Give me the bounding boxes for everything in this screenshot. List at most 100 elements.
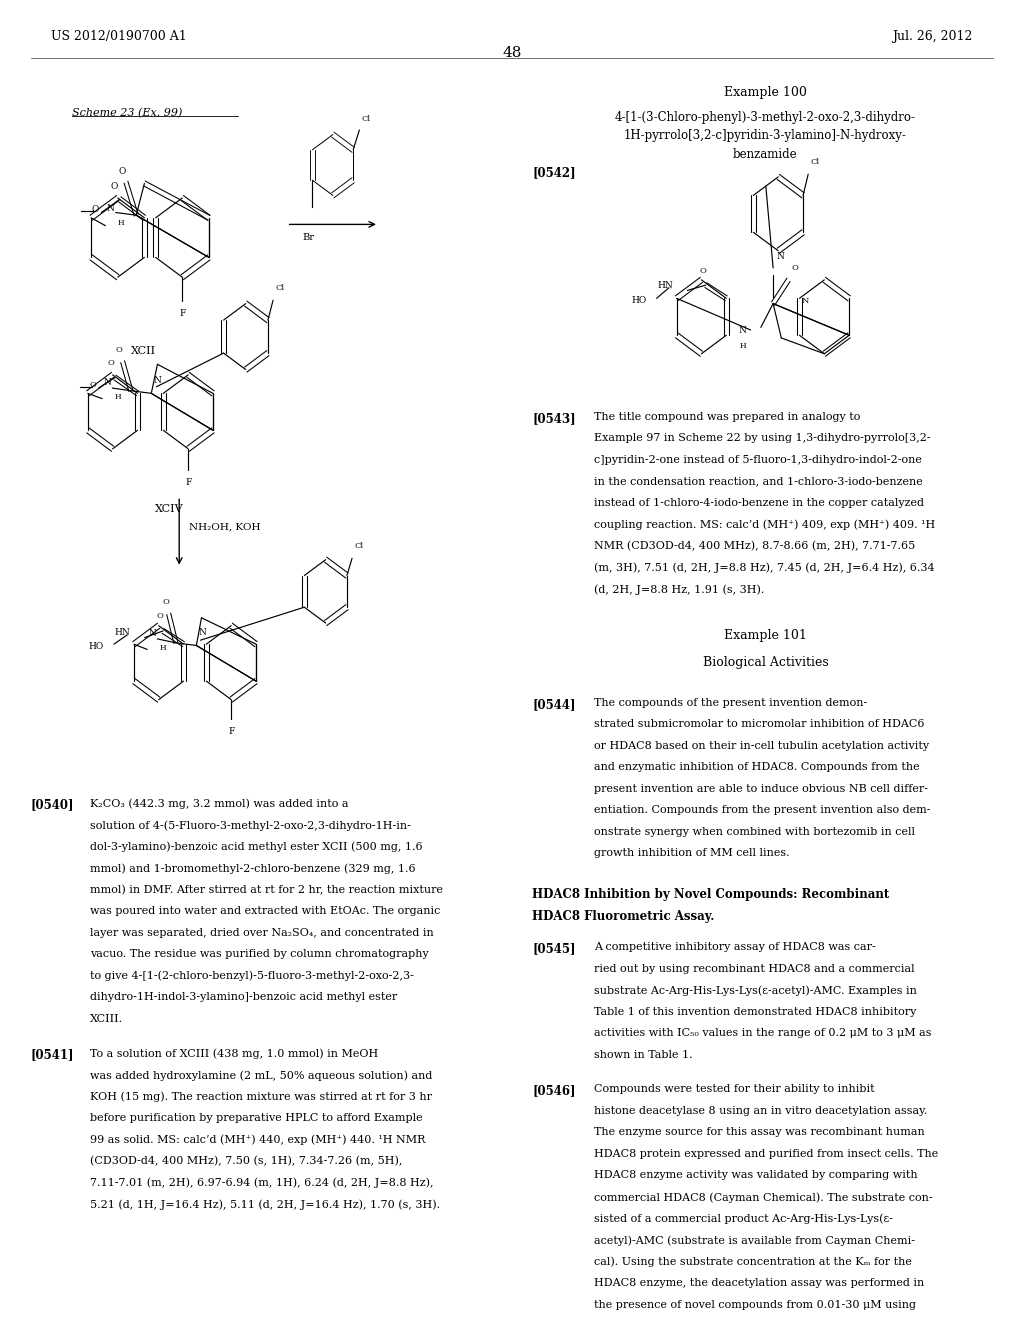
Text: F: F	[228, 727, 234, 737]
Text: c]pyridin-2-one instead of 5-fluoro-1,3-dihydro-indol-2-one: c]pyridin-2-one instead of 5-fluoro-1,3-…	[594, 455, 922, 465]
Text: F: F	[185, 478, 191, 487]
Text: N: N	[802, 297, 809, 305]
Text: mmol) in DMF. After stirred at rt for 2 hr, the reaction mixture: mmol) in DMF. After stirred at rt for 2 …	[90, 884, 443, 895]
Text: entiation. Compounds from the present invention also dem-: entiation. Compounds from the present in…	[594, 805, 931, 816]
Text: The compounds of the present invention demon-: The compounds of the present invention d…	[594, 698, 867, 708]
Text: A competitive inhibitory assay of HDAC8 was car-: A competitive inhibitory assay of HDAC8 …	[594, 942, 876, 952]
Text: O: O	[115, 346, 122, 354]
Text: HN: HN	[115, 628, 130, 636]
Text: strated submicromolar to micromolar inhibition of HDAC6: strated submicromolar to micromolar inhi…	[594, 719, 925, 730]
Text: 99 as solid. MS: calc’d (MH⁺) 440, exp (MH⁺) 440. ¹H NMR: 99 as solid. MS: calc’d (MH⁺) 440, exp (…	[90, 1134, 426, 1146]
Text: Cl: Cl	[275, 284, 285, 293]
Text: XCII: XCII	[131, 346, 156, 356]
Text: F: F	[179, 309, 185, 318]
Text: O: O	[157, 612, 164, 620]
Text: Example 101: Example 101	[724, 630, 807, 643]
Text: instead of 1-chloro-4-iodo-benzene in the copper catalyzed: instead of 1-chloro-4-iodo-benzene in th…	[594, 498, 924, 508]
Text: [0540]: [0540]	[31, 799, 74, 812]
Text: 4-[1-(3-Chloro-phenyl)-3-methyl-2-oxo-2,3-dihydro-: 4-[1-(3-Chloro-phenyl)-3-methyl-2-oxo-2,…	[615, 111, 915, 124]
Text: Table 1 of this invention demonstrated HDAC8 inhibitory: Table 1 of this invention demonstrated H…	[594, 1007, 916, 1016]
Text: Biological Activities: Biological Activities	[702, 656, 828, 669]
Text: O: O	[111, 182, 119, 191]
Text: onstrate synergy when combined with bortezomib in cell: onstrate synergy when combined with bort…	[594, 826, 914, 837]
Text: Cl: Cl	[361, 115, 371, 124]
Text: dihydro-1H-indol-3-ylamino]-benzoic acid methyl ester: dihydro-1H-indol-3-ylamino]-benzoic acid…	[90, 993, 397, 1002]
Text: [0543]: [0543]	[532, 412, 577, 425]
Text: was poured into water and extracted with EtOAc. The organic: was poured into water and extracted with…	[90, 906, 440, 916]
Text: 5.21 (d, 1H, J=16.4 Hz), 5.11 (d, 2H, J=16.4 Hz), 1.70 (s, 3H).: 5.21 (d, 1H, J=16.4 Hz), 5.11 (d, 2H, J=…	[90, 1199, 440, 1209]
Text: 1H-pyrrolo[3,2-c]pyridin-3-ylamino]-N-hydroxy-: 1H-pyrrolo[3,2-c]pyridin-3-ylamino]-N-hy…	[624, 129, 907, 143]
Text: cal). Using the substrate concentration at the Kₘ for the: cal). Using the substrate concentration …	[594, 1257, 911, 1267]
Text: N: N	[103, 379, 111, 387]
Text: 7.11-7.01 (m, 2H), 6.97-6.94 (m, 1H), 6.24 (d, 2H, J=8.8 Hz),: 7.11-7.01 (m, 2H), 6.97-6.94 (m, 1H), 6.…	[90, 1177, 433, 1188]
Text: ried out by using recombinant HDAC8 and a commercial: ried out by using recombinant HDAC8 and …	[594, 964, 914, 974]
Text: N: N	[199, 628, 206, 636]
Text: activities with IC₅₀ values in the range of 0.2 μM to 3 μM as: activities with IC₅₀ values in the range…	[594, 1028, 932, 1038]
Text: O: O	[90, 381, 96, 389]
Text: Compounds were tested for their ability to inhibit: Compounds were tested for their ability …	[594, 1085, 874, 1094]
Text: K₂CO₃ (442.3 mg, 3.2 mmol) was added into a: K₂CO₃ (442.3 mg, 3.2 mmol) was added int…	[90, 799, 348, 809]
Text: H: H	[115, 393, 121, 401]
Text: before purification by preparative HPLC to afford Example: before purification by preparative HPLC …	[90, 1113, 423, 1123]
Text: present invention are able to induce obvious NB cell differ-: present invention are able to induce obv…	[594, 784, 928, 793]
Text: (d, 2H, J=8.8 Hz, 1.91 (s, 3H).: (d, 2H, J=8.8 Hz, 1.91 (s, 3H).	[594, 583, 764, 594]
Text: (CD3OD-d4, 400 MHz), 7.50 (s, 1H), 7.34-7.26 (m, 5H),: (CD3OD-d4, 400 MHz), 7.50 (s, 1H), 7.34-…	[90, 1156, 402, 1167]
Text: histone deacetylase 8 using an in vitro deacetylation assay.: histone deacetylase 8 using an in vitro …	[594, 1106, 928, 1115]
Text: [0545]: [0545]	[532, 942, 575, 956]
Text: HN: HN	[657, 281, 673, 289]
Text: HDAC8 Inhibition by Novel Compounds: Recombinant: HDAC8 Inhibition by Novel Compounds: Rec…	[532, 888, 890, 902]
Text: To a solution of XCIII (438 mg, 1.0 mmol) in MeOH: To a solution of XCIII (438 mg, 1.0 mmol…	[90, 1048, 378, 1059]
Text: O: O	[792, 264, 799, 272]
Text: HDAC8 Fluorometric Assay.: HDAC8 Fluorometric Assay.	[532, 909, 715, 923]
Text: benzamide: benzamide	[733, 148, 798, 161]
Text: O: O	[699, 267, 707, 275]
Text: growth inhibition of MM cell lines.: growth inhibition of MM cell lines.	[594, 849, 790, 858]
Text: US 2012/0190700 A1: US 2012/0190700 A1	[51, 30, 187, 44]
Text: [0544]: [0544]	[532, 698, 575, 711]
Text: N: N	[106, 205, 115, 213]
Text: layer was separated, dried over Na₂SO₄, and concentrated in: layer was separated, dried over Na₂SO₄, …	[90, 928, 434, 937]
Text: coupling reaction. MS: calc’d (MH⁺) 409, exp (MH⁺) 409. ¹H: coupling reaction. MS: calc’d (MH⁺) 409,…	[594, 520, 935, 531]
Text: sisted of a commercial product Ac-Arg-His-Lys-Lys(ε-: sisted of a commercial product Ac-Arg-Hi…	[594, 1213, 893, 1224]
Text: KOH (15 mg). The reaction mixture was stirred at rt for 3 hr: KOH (15 mg). The reaction mixture was st…	[90, 1092, 432, 1102]
Text: Jul. 26, 2012: Jul. 26, 2012	[893, 30, 973, 44]
Text: mmol) and 1-bromomethyl-2-chloro-benzene (329 mg, 1.6: mmol) and 1-bromomethyl-2-chloro-benzene…	[90, 863, 416, 874]
Text: The title compound was prepared in analogy to: The title compound was prepared in analo…	[594, 412, 860, 422]
Text: O: O	[108, 359, 115, 367]
Text: the presence of novel compounds from 0.01-30 μM using: the presence of novel compounds from 0.0…	[594, 1300, 915, 1309]
Text: [0542]: [0542]	[532, 166, 577, 180]
Text: 48: 48	[503, 46, 521, 61]
Text: (m, 3H), 7.51 (d, 2H, J=8.8 Hz), 7.45 (d, 2H, J=6.4 Hz), 6.34: (m, 3H), 7.51 (d, 2H, J=8.8 Hz), 7.45 (d…	[594, 562, 935, 573]
Text: solution of 4-(5-Fluoro-3-methyl-2-oxo-2,3-dihydro-1H-in-: solution of 4-(5-Fluoro-3-methyl-2-oxo-2…	[90, 820, 411, 830]
Text: Br: Br	[302, 232, 314, 242]
Text: dol-3-ylamino)-benzoic acid methyl ester XCII (500 mg, 1.6: dol-3-ylamino)-benzoic acid methyl ester…	[90, 842, 423, 853]
Text: HO: HO	[631, 297, 646, 305]
Text: O: O	[162, 598, 169, 606]
Text: NH₂OH, KOH: NH₂OH, KOH	[189, 523, 261, 531]
Text: HO: HO	[88, 643, 103, 651]
Text: was added hydroxylamine (2 mL, 50% aqueous solution) and: was added hydroxylamine (2 mL, 50% aqueo…	[90, 1071, 432, 1081]
Text: shown in Table 1.: shown in Table 1.	[594, 1049, 692, 1060]
Text: vacuo. The residue was purified by column chromatography: vacuo. The residue was purified by colum…	[90, 949, 429, 960]
Text: Example 97 in Scheme 22 by using 1,3-dihydro-pyrrolo[3,2-: Example 97 in Scheme 22 by using 1,3-dih…	[594, 433, 931, 444]
Text: XCIII.: XCIII.	[90, 1014, 123, 1024]
Text: substrate Ac-Arg-His-Lys-Lys(ε-acetyl)-AMC. Examples in: substrate Ac-Arg-His-Lys-Lys(ε-acetyl)-A…	[594, 985, 916, 995]
Text: Scheme 23 (Ex. 99): Scheme 23 (Ex. 99)	[72, 108, 182, 119]
Text: in the condensation reaction, and 1-chloro-3-iodo-benzene: in the condensation reaction, and 1-chlo…	[594, 477, 923, 486]
Text: N: N	[776, 252, 784, 260]
Text: or HDAC8 based on their in-cell tubulin acetylation activity: or HDAC8 based on their in-cell tubulin …	[594, 741, 929, 751]
Text: Example 100: Example 100	[724, 86, 807, 99]
Text: O: O	[92, 206, 99, 214]
Text: HDAC8 enzyme, the deacetylation assay was performed in: HDAC8 enzyme, the deacetylation assay wa…	[594, 1278, 925, 1288]
Text: O: O	[118, 166, 126, 176]
Text: [0541]: [0541]	[31, 1048, 74, 1061]
Text: N: N	[154, 376, 161, 384]
Text: Cl: Cl	[354, 543, 364, 550]
Text: H: H	[118, 219, 124, 227]
Text: commercial HDAC8 (Cayman Chemical). The substrate con-: commercial HDAC8 (Cayman Chemical). The …	[594, 1192, 933, 1203]
Text: N: N	[738, 326, 746, 334]
Text: The enzyme source for this assay was recombinant human: The enzyme source for this assay was rec…	[594, 1127, 925, 1138]
Text: to give 4-[1-(2-chloro-benzyl)-5-fluoro-3-methyl-2-oxo-2,3-: to give 4-[1-(2-chloro-benzyl)-5-fluoro-…	[90, 970, 414, 981]
Text: XCIV: XCIV	[155, 504, 183, 515]
Text: Cl: Cl	[810, 158, 819, 166]
